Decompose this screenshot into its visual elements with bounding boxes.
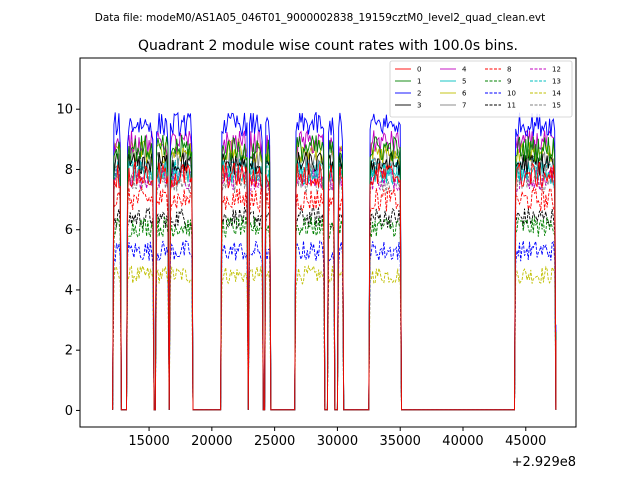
legend-label: 13 bbox=[552, 78, 561, 86]
x-tick-label: 35000 bbox=[380, 434, 421, 449]
legend-label: 10 bbox=[507, 90, 516, 98]
x-offset-label: +2.929e8 bbox=[512, 455, 576, 470]
x-tick-label: 45000 bbox=[505, 434, 546, 449]
legend-label: 1 bbox=[417, 78, 421, 86]
y-tick-label: 8 bbox=[65, 163, 73, 178]
x-tick-label: 40000 bbox=[442, 434, 483, 449]
x-tick-label: 30000 bbox=[317, 434, 358, 449]
legend-label: 15 bbox=[552, 102, 561, 110]
legend-label: 7 bbox=[462, 102, 466, 110]
legend-label: 5 bbox=[462, 78, 466, 86]
legend-label: 6 bbox=[462, 90, 467, 98]
x-tick-label: 25000 bbox=[254, 434, 295, 449]
legend-label: 14 bbox=[552, 90, 561, 98]
legend-label: 4 bbox=[462, 66, 467, 74]
chart-title: Quadrant 2 module wise count rates with … bbox=[138, 38, 518, 54]
legend-label: 8 bbox=[507, 66, 511, 74]
x-tick-label: 15000 bbox=[128, 434, 169, 449]
y-tick-label: 2 bbox=[65, 344, 73, 359]
legend-label: 3 bbox=[417, 102, 421, 110]
legend-label: 12 bbox=[552, 66, 561, 74]
y-tick-label: 4 bbox=[65, 283, 73, 298]
legend-label: 0 bbox=[417, 66, 421, 74]
legend-label: 2 bbox=[417, 90, 421, 98]
y-tick-label: 10 bbox=[56, 103, 73, 118]
chart-suptitle: Data file: modeM0/AS1A05_046T01_90000028… bbox=[95, 12, 546, 24]
y-tick-label: 0 bbox=[65, 404, 73, 419]
legend-label: 11 bbox=[507, 102, 516, 110]
y-tick-label: 6 bbox=[65, 223, 73, 238]
x-tick-label: 20000 bbox=[191, 434, 232, 449]
chart-figure: Data file: modeM0/AS1A05_046T01_90000028… bbox=[0, 0, 640, 480]
legend-label: 9 bbox=[507, 78, 511, 86]
